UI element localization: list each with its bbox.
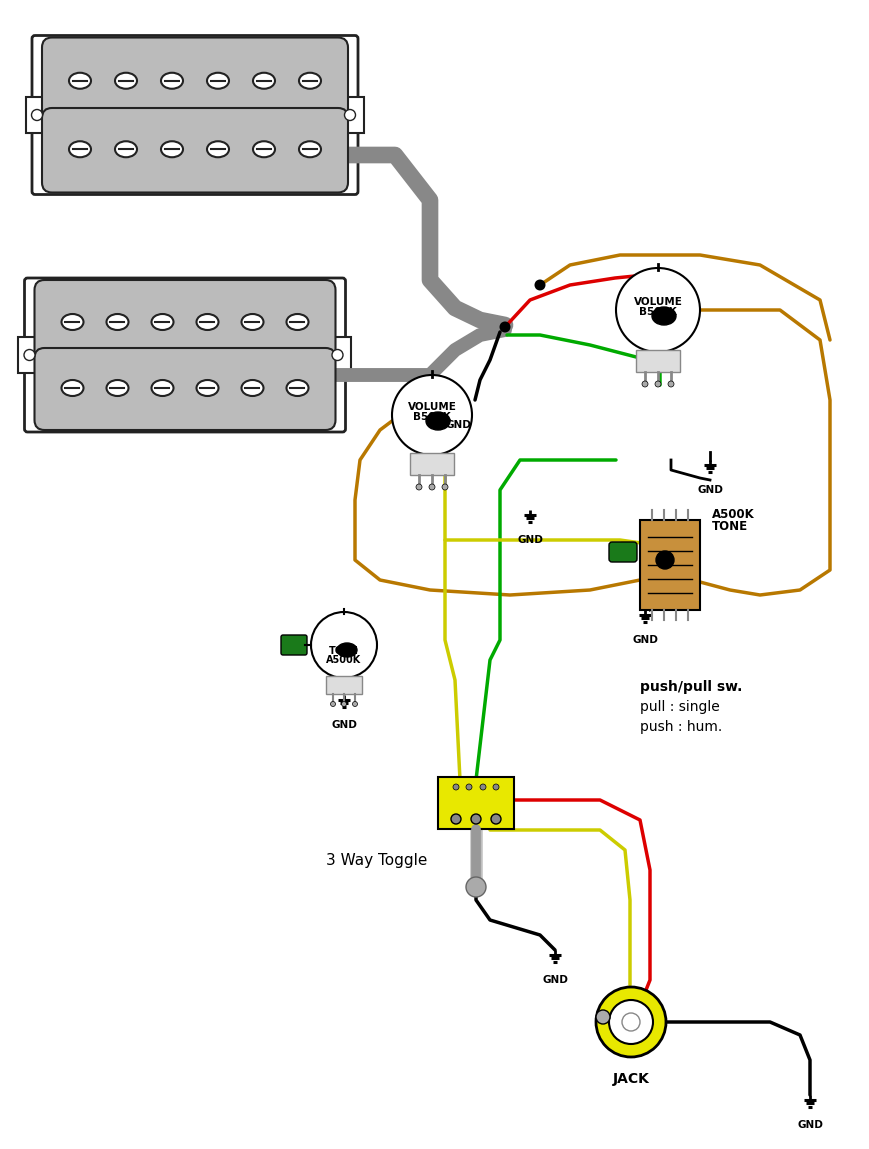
Ellipse shape	[161, 141, 182, 157]
Text: GND: GND	[541, 976, 567, 985]
Circle shape	[608, 1000, 653, 1044]
Ellipse shape	[161, 72, 182, 88]
Circle shape	[499, 322, 510, 332]
Circle shape	[480, 784, 486, 791]
Ellipse shape	[207, 72, 229, 88]
Circle shape	[595, 987, 666, 1057]
Circle shape	[441, 484, 448, 489]
Circle shape	[615, 268, 700, 352]
Circle shape	[450, 813, 461, 824]
Ellipse shape	[115, 72, 136, 88]
Ellipse shape	[62, 380, 83, 396]
Text: VOLUME: VOLUME	[633, 296, 681, 307]
FancyBboxPatch shape	[281, 635, 307, 655]
Bar	[18, 337, 41, 373]
FancyBboxPatch shape	[35, 348, 335, 430]
FancyBboxPatch shape	[42, 108, 348, 193]
Circle shape	[470, 813, 481, 824]
Ellipse shape	[299, 72, 321, 88]
Circle shape	[344, 109, 355, 121]
Ellipse shape	[151, 314, 173, 330]
Text: 3 Way Toggle: 3 Way Toggle	[326, 853, 427, 867]
Circle shape	[352, 702, 357, 707]
Bar	[409, 453, 454, 475]
Circle shape	[655, 552, 673, 569]
Text: A500K: A500K	[326, 655, 362, 665]
Circle shape	[493, 784, 499, 791]
Text: GND: GND	[516, 535, 542, 545]
Ellipse shape	[651, 307, 675, 325]
Text: pull : single: pull : single	[640, 700, 719, 714]
Circle shape	[641, 381, 647, 387]
Circle shape	[310, 612, 376, 678]
Text: GND: GND	[696, 485, 722, 495]
FancyBboxPatch shape	[608, 542, 636, 562]
Circle shape	[453, 784, 459, 791]
Ellipse shape	[207, 141, 229, 157]
Ellipse shape	[253, 141, 275, 157]
Ellipse shape	[62, 314, 83, 330]
Circle shape	[490, 813, 501, 824]
FancyBboxPatch shape	[35, 280, 335, 362]
Text: B500K: B500K	[413, 412, 450, 422]
Bar	[329, 337, 351, 373]
FancyBboxPatch shape	[42, 38, 348, 122]
Circle shape	[332, 349, 342, 361]
Circle shape	[595, 1010, 609, 1024]
Ellipse shape	[299, 141, 321, 157]
Circle shape	[428, 484, 434, 489]
Bar	[326, 676, 362, 694]
Text: VOLUME: VOLUME	[407, 402, 456, 412]
Circle shape	[24, 349, 35, 361]
Text: GND: GND	[445, 421, 470, 430]
Circle shape	[667, 381, 673, 387]
FancyBboxPatch shape	[24, 278, 345, 432]
Circle shape	[534, 279, 545, 291]
Text: TONE: TONE	[711, 520, 747, 533]
Circle shape	[466, 784, 472, 791]
Text: GND: GND	[331, 720, 356, 730]
Ellipse shape	[242, 380, 263, 396]
Ellipse shape	[242, 314, 263, 330]
Text: GND: GND	[632, 635, 657, 645]
Circle shape	[621, 1013, 640, 1031]
Text: B500K: B500K	[639, 307, 676, 317]
Text: TONE: TONE	[328, 646, 359, 656]
Circle shape	[31, 109, 43, 121]
FancyBboxPatch shape	[32, 36, 357, 194]
Circle shape	[654, 381, 660, 387]
Ellipse shape	[106, 380, 129, 396]
Ellipse shape	[151, 380, 173, 396]
Text: GND: GND	[796, 1120, 822, 1129]
Text: A500K: A500K	[711, 509, 754, 522]
Circle shape	[415, 484, 421, 489]
Text: push/pull sw.: push/pull sw.	[640, 680, 741, 694]
Ellipse shape	[106, 314, 129, 330]
Circle shape	[466, 877, 486, 897]
Text: push : hum.: push : hum.	[640, 720, 721, 734]
Ellipse shape	[286, 380, 308, 396]
Bar	[26, 97, 48, 133]
Ellipse shape	[196, 314, 218, 330]
Ellipse shape	[336, 643, 356, 657]
Ellipse shape	[253, 72, 275, 88]
Bar	[342, 97, 363, 133]
Ellipse shape	[115, 141, 136, 157]
Circle shape	[392, 375, 472, 455]
Bar	[437, 777, 514, 828]
Ellipse shape	[286, 314, 308, 330]
Ellipse shape	[69, 141, 91, 157]
Ellipse shape	[69, 72, 91, 88]
Circle shape	[330, 702, 335, 707]
Bar	[635, 350, 680, 372]
Ellipse shape	[196, 380, 218, 396]
Bar	[640, 520, 700, 610]
Text: JACK: JACK	[612, 1072, 648, 1086]
Ellipse shape	[426, 412, 449, 430]
Circle shape	[342, 702, 346, 707]
